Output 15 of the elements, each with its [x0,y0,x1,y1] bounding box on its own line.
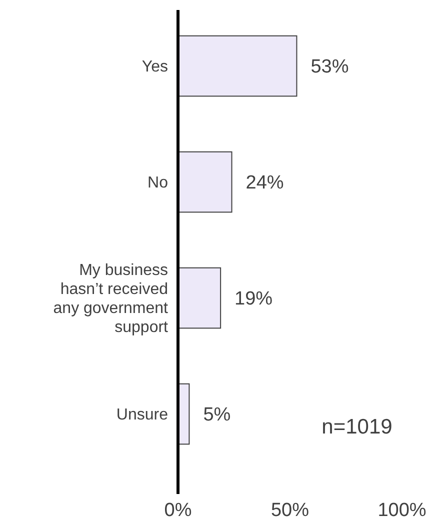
data-label: 5% [203,404,231,426]
x-tick-label: 50% [270,500,310,521]
bar [178,151,232,213]
data-label: 53% [310,56,349,78]
data-label: 19% [234,288,273,310]
bar [178,267,222,329]
y-tick-label: No [148,174,168,192]
y-tick-label: Yes [142,58,168,76]
y-tick-label: My business hasn’t received any government support [53,262,169,336]
bar [178,35,298,97]
annotation: n=1019 [322,415,392,438]
data-label: 24% [246,172,284,194]
x-tick-label: 0% [164,500,192,521]
y-tick-label: Unsure [116,406,168,424]
x-tick-label: 100% [378,500,426,521]
